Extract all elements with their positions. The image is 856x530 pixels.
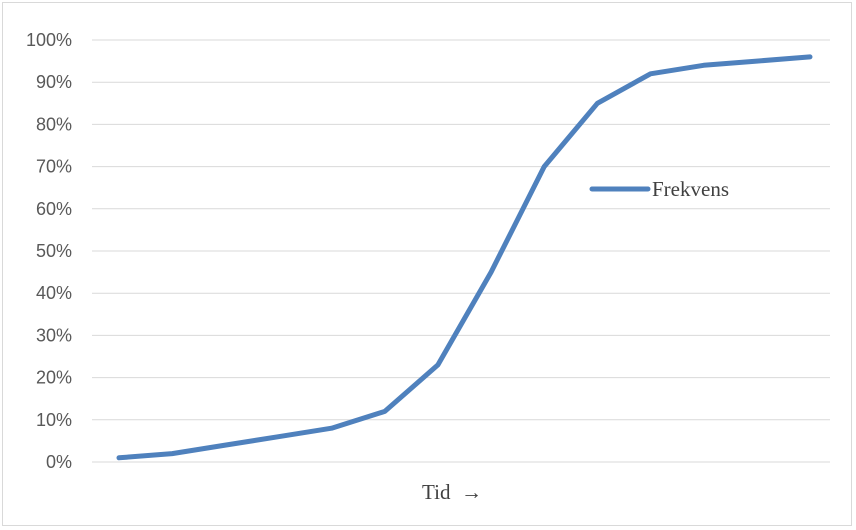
y-tick-label: 90%: [36, 72, 72, 92]
y-tick-label: 10%: [36, 410, 72, 430]
y-tick-label: 40%: [36, 283, 72, 303]
y-tick-label: 50%: [36, 241, 72, 261]
y-tick-label: 30%: [36, 325, 72, 345]
y-axis-tick-labels: 0% 10% 20% 30% 40% 50% 60% 70% 80% 90% 100%: [26, 30, 72, 472]
series-lines: [116, 54, 813, 461]
y-tick-label: 60%: [36, 199, 72, 219]
y-tick-label: 0%: [46, 452, 72, 472]
x-axis-title: Tid →: [422, 480, 482, 504]
y-tick-label: 100%: [26, 30, 72, 50]
legend: Frekvens: [589, 177, 729, 201]
y-tick-label: 20%: [36, 368, 72, 388]
series-line-frekvens: [116, 54, 813, 461]
gridlines: [92, 39, 830, 463]
legend-label-frekvens: Frekvens: [652, 177, 729, 201]
y-tick-label: 70%: [36, 157, 72, 177]
y-tick-label: 80%: [36, 114, 72, 134]
